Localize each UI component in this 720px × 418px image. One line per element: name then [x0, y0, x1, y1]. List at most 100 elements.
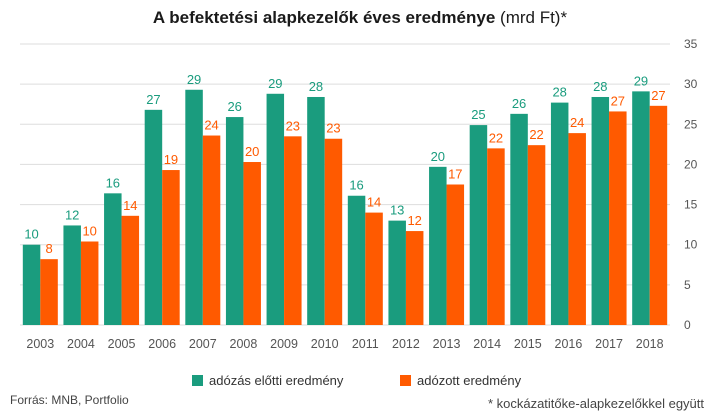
- bar-after-tax: [649, 105, 668, 325]
- bar-after-tax: [446, 184, 465, 325]
- y-tick-label: 5: [684, 278, 691, 292]
- x-tick-label: 2007: [189, 337, 217, 351]
- data-label-after-tax: 8: [45, 241, 52, 256]
- data-label-after-tax: 20: [245, 144, 259, 159]
- data-label-after-tax: 22: [489, 130, 503, 145]
- x-tick-label: 2010: [311, 337, 339, 351]
- bar-after-tax: [324, 138, 343, 325]
- x-tick-label: 2015: [514, 337, 542, 351]
- bar-pre-tax: [307, 96, 325, 325]
- bar-after-tax: [284, 136, 302, 325]
- bar-after-tax: [405, 231, 424, 325]
- data-label-after-tax: 24: [204, 118, 218, 133]
- x-tick-label: 2003: [26, 337, 54, 351]
- bar-after-tax: [243, 162, 261, 325]
- bar-after-tax: [365, 212, 383, 325]
- y-tick-label: 30: [684, 77, 698, 91]
- data-label-after-tax: 12: [407, 213, 421, 228]
- bar-pre-tax: [591, 96, 610, 325]
- x-tick-label: 2013: [433, 337, 461, 351]
- bar-pre-tax: [347, 195, 366, 325]
- data-label-after-tax: 27: [611, 93, 625, 108]
- data-label-pre-tax: 29: [187, 72, 201, 87]
- legend-swatch-after-tax: [400, 375, 411, 386]
- x-tick-label: 2016: [555, 337, 583, 351]
- data-label-pre-tax: 28: [593, 79, 607, 94]
- bar-pre-tax: [469, 125, 488, 326]
- legend-item-after-tax: adózott eredmény: [400, 373, 521, 388]
- chart-title: A befektetési alapkezelők éves eredménye…: [0, 8, 720, 28]
- data-label-pre-tax: 13: [390, 203, 404, 218]
- data-label-after-tax: 19: [164, 152, 178, 167]
- data-label-pre-tax: 28: [309, 79, 323, 94]
- data-label-after-tax: 10: [82, 224, 96, 239]
- y-tick-label: 35: [684, 37, 698, 51]
- data-label-pre-tax: 28: [552, 85, 566, 100]
- legend-item-pre-tax: adózás előtti eredmény: [192, 373, 343, 388]
- data-label-after-tax: 23: [286, 118, 300, 133]
- data-label-pre-tax: 25: [471, 107, 485, 122]
- x-tick-label: 2011: [352, 337, 379, 351]
- bar-pre-tax: [185, 89, 203, 326]
- bar-after-tax: [487, 148, 505, 325]
- footnote: * kockázatitőke-alapkezelőkkel együtt: [487, 396, 704, 411]
- data-label-pre-tax: 16: [349, 178, 363, 193]
- data-label-pre-tax: 29: [634, 73, 648, 88]
- legend-label-after-tax: adózott eredmény: [417, 373, 522, 388]
- bar-pre-tax: [144, 109, 163, 325]
- y-tick-label: 15: [684, 198, 698, 212]
- data-label-pre-tax: 26: [512, 96, 526, 111]
- data-label-pre-tax: 12: [65, 207, 79, 222]
- data-label-after-tax: 14: [123, 198, 137, 213]
- x-tick-label: 2014: [473, 337, 501, 351]
- x-tick-label: 2005: [108, 337, 136, 351]
- bar-pre-tax: [22, 244, 41, 325]
- bar-after-tax: [568, 133, 586, 325]
- chart-title-main: A befektetési alapkezelők éves eredménye: [152, 8, 496, 27]
- bar-pre-tax: [104, 193, 122, 325]
- data-label-pre-tax: 20: [431, 149, 445, 164]
- bar-pre-tax: [266, 93, 285, 325]
- bar-after-tax: [40, 259, 58, 325]
- x-tick-label: 2009: [270, 337, 298, 351]
- bar-after-tax: [202, 135, 221, 325]
- data-label-after-tax: 24: [570, 115, 584, 130]
- y-tick-label: 0: [684, 318, 691, 332]
- data-label-pre-tax: 10: [24, 227, 38, 242]
- x-tick-label: 2008: [230, 337, 258, 351]
- data-label-pre-tax: 27: [146, 92, 160, 107]
- chart-title-unit: (mrd Ft)*: [500, 8, 568, 27]
- bar-after-tax: [162, 170, 180, 325]
- y-tick-label: 10: [684, 238, 698, 252]
- legend-swatch-pre-tax: [192, 375, 203, 386]
- bar-pre-tax: [388, 220, 406, 325]
- data-label-after-tax: 22: [529, 127, 543, 142]
- data-label-pre-tax: 29: [268, 76, 282, 91]
- data-label-pre-tax: 26: [227, 99, 241, 114]
- bar-pre-tax: [632, 91, 650, 326]
- bar-after-tax: [121, 215, 140, 325]
- bar-pre-tax: [63, 225, 81, 325]
- bar-pre-tax: [510, 113, 528, 325]
- x-tick-label: 2018: [636, 337, 664, 351]
- data-label-after-tax: 27: [651, 88, 665, 103]
- data-label-pre-tax: 16: [106, 175, 120, 190]
- data-label-after-tax: 23: [326, 121, 340, 136]
- legend-label-pre-tax: adózás előtti eredmény: [209, 373, 344, 388]
- source-note: Forrás: MNB, Portfolio: [10, 393, 129, 407]
- bar-pre-tax: [225, 117, 244, 325]
- bar-after-tax: [609, 111, 627, 325]
- y-tick-label: 20: [684, 157, 698, 171]
- bar-pre-tax: [550, 102, 569, 325]
- bar-after-tax: [527, 145, 546, 325]
- x-tick-label: 2012: [392, 337, 420, 351]
- data-label-after-tax: 17: [448, 167, 462, 182]
- x-tick-label: 2006: [148, 337, 176, 351]
- data-label-after-tax: 14: [367, 195, 381, 210]
- x-tick-label: 2004: [67, 337, 95, 351]
- bar-after-tax: [80, 241, 99, 325]
- bar-pre-tax: [429, 166, 447, 325]
- x-tick-label: 2017: [595, 337, 623, 351]
- y-tick-label: 25: [684, 117, 698, 131]
